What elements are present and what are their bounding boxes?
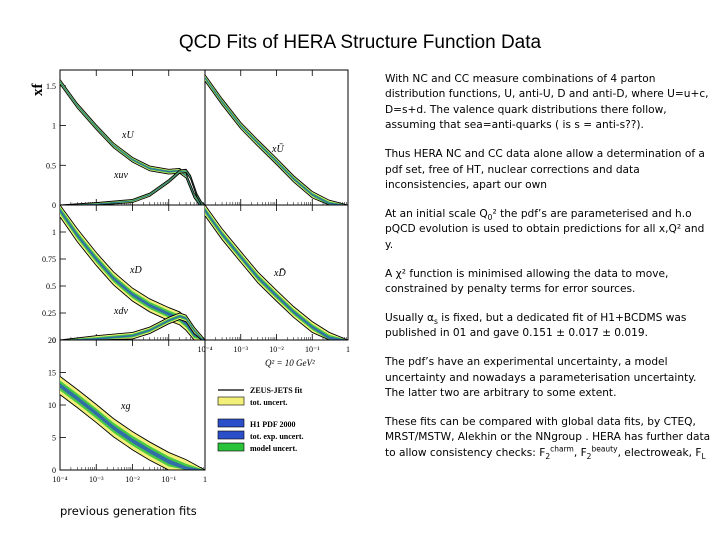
paragraph-text: The pdf’s have an experimental uncertain… [385, 356, 697, 399]
paragraph-text: 2 [586, 451, 592, 461]
paragraph-text: At an initial scale Q [385, 207, 488, 220]
paragraph-text: charm [550, 444, 574, 454]
paragraph-1: With NC and CC measure combinations of 4… [385, 72, 713, 134]
paragraph-text: Thus HERA NC and CC data alone allow a d… [385, 148, 705, 191]
fit-curve-upper [59, 168, 206, 206]
y-tick-label: 1 [52, 122, 56, 131]
x-tick-label: 10⁻¹ [305, 345, 320, 354]
fit-curve-upper [59, 376, 206, 471]
curve-label: xg [120, 401, 130, 412]
curve-label: xdv [113, 306, 128, 317]
curve-label: xuv [113, 170, 128, 181]
y-tick-label: 15 [48, 369, 56, 378]
description-text: With NC and CC measure combinations of 4… [385, 72, 713, 475]
legend-swatch-green [217, 442, 245, 452]
x-tick-label: 10⁻¹ [161, 475, 176, 484]
paragraph-text: These fits can be compared with global d… [385, 415, 711, 459]
x-tick-label: 1 [203, 475, 207, 484]
uncertainty-band-blue [60, 315, 205, 340]
paragraph-text: 2 [545, 451, 551, 461]
paragraph-text: ² the pdf’s are parameterised and h.o pQ… [385, 207, 705, 251]
legend-label: tot. exp. uncert. [250, 432, 304, 441]
y-tick-label: 0.75 [42, 255, 56, 264]
figure-caption: previous generation fits [60, 504, 197, 518]
paragraph-5: Usually αs is fixed, but a dedicated fit… [385, 311, 713, 342]
x-tick-label: 10⁻⁴ [197, 345, 212, 354]
fit-curve-lower [59, 394, 205, 471]
paragraph-text: Usually α [385, 311, 434, 324]
y-tick-label: 1 [52, 228, 56, 237]
uncertainty-band-yellow [60, 79, 205, 205]
uncertainty-band-yellow [205, 74, 348, 205]
x-tick-label: 10⁻³ [89, 475, 104, 484]
y-tick-label: 10 [48, 401, 56, 410]
paragraph-text: With NC and CC measure combinations of 4… [385, 73, 709, 132]
legend-label: H1 PDF 2000 [250, 420, 295, 429]
paragraph-text: , electroweak, F [617, 446, 702, 459]
paragraph-text: s [434, 316, 438, 326]
uncertainty-band-green [205, 76, 348, 205]
y-tick-label: 5 [52, 434, 56, 443]
fit-curve-upper [59, 312, 206, 341]
fit-curve-lower [59, 216, 205, 341]
y-tick-label: 0 [52, 201, 56, 210]
x-tick-label: 10⁻³ [233, 345, 248, 354]
paragraph-text: 0 [487, 212, 493, 222]
fit-curve-lower [60, 319, 205, 341]
fit-curve-lower [59, 84, 205, 206]
curve-label: xŪ [271, 143, 284, 155]
fit-curve-lower [204, 215, 348, 341]
panel-frame [204, 69, 349, 206]
y-tick-label: 0.25 [42, 309, 56, 318]
curve-label: xD [129, 265, 142, 276]
x-tick-label: 10⁻² [125, 475, 140, 484]
paragraph-6: The pdf’s have an experimental uncertain… [385, 355, 713, 401]
y-tick-label: 0.5 [46, 282, 56, 291]
legend-swatch-yellow [217, 396, 245, 406]
y-tick-label: 20 [48, 336, 56, 345]
fit-curve-upper [204, 74, 349, 206]
x-tick-label: 10⁻⁴ [52, 475, 67, 484]
x-tick-label: 1 [346, 345, 350, 354]
paragraph-text: is fixed, but a dedicated fit of H1+BCDM… [385, 311, 687, 340]
paragraph-text: , F [573, 446, 587, 459]
fit-curve-upper [59, 79, 206, 206]
y-tick-label: 0 [52, 466, 56, 475]
uncertainty-band-blue [205, 77, 348, 205]
fit-curve-upper [204, 204, 349, 341]
legend-label: model uncert. [250, 444, 297, 453]
uncertainty-band-blue [60, 81, 205, 205]
y-tick-label: 1.5 [46, 82, 56, 91]
fit-curve-lower [60, 171, 205, 206]
paragraph-2: Thus HERA NC and CC data alone allow a d… [385, 147, 713, 193]
legend-swatch-blue [217, 430, 245, 440]
paragraph-text: L [701, 451, 706, 461]
slide-title: QCD Fits of HERA Structure Function Data [178, 32, 542, 53]
q2-annotation: Q² = 10 GeV² [265, 358, 315, 368]
paragraph-text: beauty [591, 444, 618, 454]
legend-swatch-blue [217, 418, 245, 428]
legend-label: ZEUS-JETS fit [250, 386, 303, 395]
uncertainty-band-green [60, 80, 205, 205]
uncertainty-band-yellow [60, 376, 205, 470]
fit-curve-lower [204, 80, 348, 206]
y-tick-label: 0 [52, 336, 56, 345]
paragraph-text: A χ² function is minimised allowing the … [385, 267, 669, 295]
legend-label: tot. uncert. [250, 398, 288, 407]
x-tick-label: 10⁻² [269, 345, 284, 354]
paragraph-3: At an initial scale Q0² the pdf’s are pa… [385, 207, 713, 253]
paragraph-7: These fits can be compared with global d… [385, 415, 713, 461]
paragraph-4: A χ² function is minimised allowing the … [385, 267, 713, 298]
y-axis-label: xf [30, 83, 46, 97]
curve-label: xU [121, 130, 134, 141]
curve-label: xD̄ [273, 267, 286, 279]
y-tick-label: 0.5 [46, 161, 56, 170]
